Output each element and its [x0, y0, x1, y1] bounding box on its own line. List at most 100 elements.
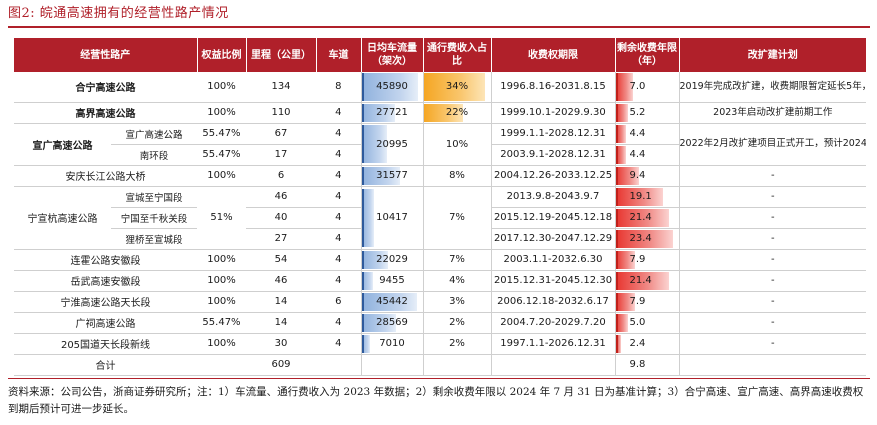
sub-section: 南环段: [111, 144, 197, 166]
toll-value: 8%: [423, 165, 492, 187]
period: 2017.12.30-2047.12.29: [491, 228, 616, 250]
remain-value: 7.0: [629, 81, 646, 93]
toll-value: 4%: [423, 270, 492, 292]
asset-name: 高界高速公路: [14, 102, 197, 124]
table-row: 宁宣杭高速公路 宣城至宁国段 51% 46 4 10417 7% 2013.9.…: [14, 186, 866, 250]
remain-value: 2.4: [629, 338, 646, 349]
total-remain: 9.8: [629, 359, 646, 370]
plan: -: [679, 270, 866, 292]
km: 14: [246, 291, 316, 313]
plan: 2022年2月改扩建项目正式开工，预计2024年完工: [679, 123, 866, 166]
remain-value: 4.4: [629, 149, 646, 160]
plan: 2019年完成改扩建，收费期限暂定延长5年，预计合计可延长25年至2051年: [679, 72, 866, 103]
remain-bar: [615, 229, 674, 248]
flow-value: 9455: [379, 275, 405, 286]
sub-section: 宣城至宁国段: [111, 186, 197, 208]
table-row: 岳武高速安徽段 100% 46 4 9455 4% 2015.12.31-204…: [14, 270, 866, 292]
remain-bar: [615, 271, 669, 290]
table-row: 南环段 55.47% 17 4 2003.9.1-2028.12.31 4.4: [14, 144, 866, 166]
km: 27: [246, 228, 316, 250]
remain-value: 19.1: [629, 191, 652, 202]
remain-bar: [615, 187, 663, 206]
remain-bar: [615, 103, 629, 122]
flow-bar: [361, 271, 374, 290]
km: 6: [246, 165, 316, 187]
plan: -: [679, 333, 866, 355]
table-row: 高界高速公路 100% 110 4 27721 22% 1999.10.1-20…: [14, 102, 866, 124]
lanes: 8: [316, 72, 362, 103]
remain-bar: [615, 73, 633, 101]
header-equity: 权益比例: [197, 38, 247, 72]
equity: 100%: [197, 270, 246, 292]
remain-bar: [615, 208, 669, 227]
remain-value: 4.4: [629, 128, 646, 139]
remain-value: 9.4: [629, 170, 646, 181]
toll-value: 34%: [445, 81, 469, 93]
plan: -: [679, 249, 866, 271]
toll-value: 10%: [423, 123, 492, 166]
remain-value: 5.2: [629, 107, 646, 118]
lanes: 4: [316, 102, 362, 124]
equity: 100%: [197, 72, 246, 103]
flow-value: 20995: [376, 138, 408, 150]
table-row: 205国道天长段新线 100% 30 4 7010 2% 1997.1.1-20…: [14, 333, 866, 355]
plan: -: [679, 186, 866, 208]
equity: 100%: [197, 249, 246, 271]
remain-bar: [615, 313, 628, 332]
equity: 100%: [197, 102, 246, 124]
table-row: 狸桥至宣城段 27 4 2017.12.30-2047.12.29 23.4 -: [14, 228, 866, 250]
toll-value: 7%: [423, 186, 492, 250]
km: 110: [246, 102, 316, 124]
toll-value: 7%: [423, 249, 492, 271]
note-divider: [8, 378, 870, 379]
table-row: 连霍公路安徽段 100% 54 4 22029 7% 2003.1.1-2032…: [14, 249, 866, 271]
total-km: 609: [246, 354, 316, 376]
header-flow: 日均车流量（架次）: [361, 38, 424, 72]
plan: -: [679, 207, 866, 229]
equity: 55.47%: [197, 312, 246, 334]
asset-name: 岳武高速安徽段: [14, 270, 197, 292]
km: 54: [246, 249, 316, 271]
lanes: 4: [316, 312, 362, 334]
header-plan: 改扩建计划: [679, 38, 866, 72]
total-row: 合计 609 9.8: [14, 354, 866, 376]
flow-value: 7010: [379, 338, 405, 349]
lanes: 4: [316, 207, 362, 229]
plan: -: [679, 228, 866, 250]
lanes: 4: [316, 144, 362, 166]
plan: -: [679, 165, 866, 187]
flow-bar: [361, 73, 418, 101]
flow-value: 10417: [376, 212, 408, 223]
asset-name: 宁宣杭高速公路: [14, 186, 111, 250]
table-row: 安庆长江公路大桥 100% 6 4 31577 8% 2004.12.26-20…: [14, 165, 866, 187]
table-row: 合宁高速公路 100% 134 8 45890 34% 1996.8.16-20…: [14, 72, 866, 103]
lanes: 4: [316, 249, 362, 271]
km: 46: [246, 270, 316, 292]
equity: 55.47%: [197, 144, 246, 166]
km: 17: [246, 144, 316, 166]
equity: 100%: [197, 291, 246, 313]
remain-value: 23.4: [629, 233, 652, 244]
header-period: 收费权期限: [491, 38, 616, 72]
km: 67: [246, 123, 316, 145]
asset-name: 合宁高速公路: [14, 72, 197, 103]
remain-value: 21.4: [629, 212, 652, 223]
road-assets-table: 经营性路产 权益比例 里程（公里） 车道 日均车流量（架次） 通行费收入占比 收…: [14, 38, 866, 376]
flow-value: 27721: [376, 107, 408, 118]
remain-bar: [615, 166, 639, 185]
flow-bar: [361, 334, 371, 353]
period: 2013.9.8-2043.9.7: [491, 186, 616, 208]
km: 30: [246, 333, 316, 355]
remain-bar: [615, 124, 627, 143]
km: 40: [246, 207, 316, 229]
remain-value: 7.9: [629, 254, 646, 265]
sub-section: 狸桥至宣城段: [111, 228, 197, 250]
flow-bar: [361, 103, 396, 122]
equity: 55.47%: [197, 123, 246, 145]
flow-bar: [361, 125, 388, 163]
asset-name: 宁淮高速公路天长段: [14, 291, 197, 313]
flow-value: 22029: [376, 254, 408, 265]
header-km: 里程（公里）: [246, 38, 317, 72]
asset-name: 连霍公路安徽段: [14, 249, 197, 271]
equity: 100%: [197, 333, 246, 355]
